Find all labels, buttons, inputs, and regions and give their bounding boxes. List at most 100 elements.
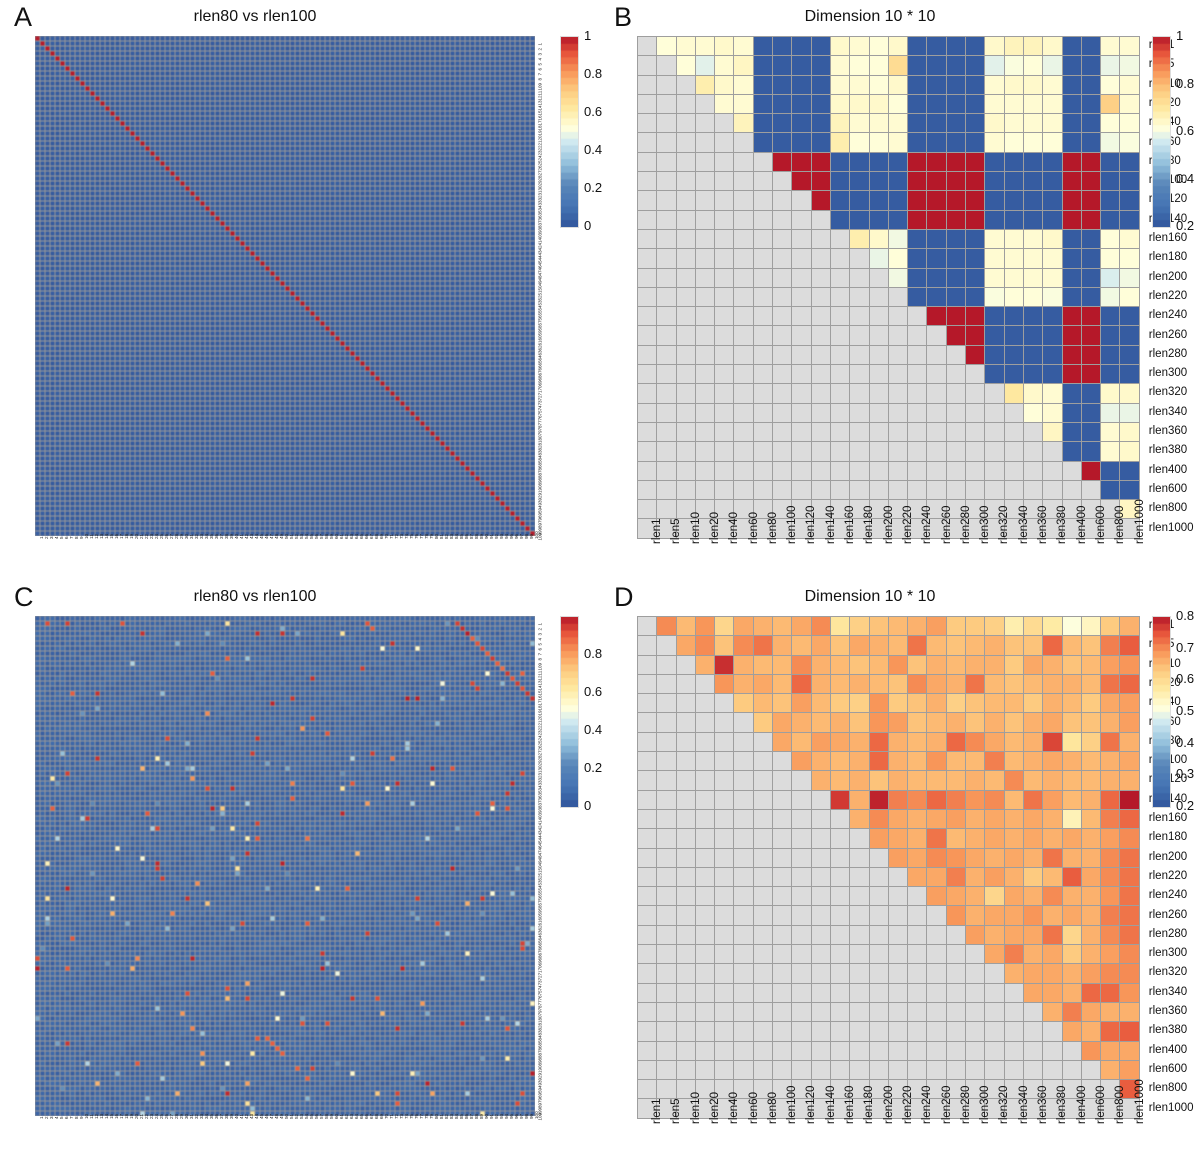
heatmap-cell[interactable] xyxy=(1062,384,1081,403)
heatmap-cell[interactable] xyxy=(695,268,715,287)
heatmap-cell[interactable] xyxy=(753,94,773,114)
heatmap-cell[interactable] xyxy=(946,867,966,887)
heatmap-cell[interactable] xyxy=(888,365,908,384)
heatmap-cell[interactable] xyxy=(1043,771,1062,790)
heatmap-cell[interactable] xyxy=(773,191,792,210)
heatmap-cell[interactable] xyxy=(792,114,811,133)
heatmap-cell[interactable] xyxy=(985,617,1004,636)
heatmap-cell[interactable] xyxy=(657,694,676,713)
heatmap-cell[interactable] xyxy=(1043,867,1062,887)
heatmap-cell[interactable] xyxy=(695,1060,715,1080)
heatmap-cell[interactable] xyxy=(966,771,985,790)
heatmap-cell[interactable] xyxy=(715,422,734,442)
heatmap-cell[interactable] xyxy=(792,1002,811,1022)
heatmap-cell[interactable] xyxy=(1101,307,1120,326)
heatmap-cell[interactable] xyxy=(966,617,985,636)
heatmap-cell[interactable] xyxy=(753,1099,773,1118)
heatmap-cell[interactable] xyxy=(638,152,657,172)
heatmap-cell[interactable] xyxy=(1081,925,1101,945)
heatmap-cell[interactable] xyxy=(1081,75,1101,94)
heatmap-cell[interactable] xyxy=(1062,945,1081,964)
heatmap-cell[interactable] xyxy=(753,906,773,925)
heatmap-cell[interactable] xyxy=(1101,752,1120,771)
heatmap-cell[interactable] xyxy=(869,925,888,945)
heatmap-cell[interactable] xyxy=(1081,752,1101,771)
heatmap-cell[interactable] xyxy=(657,345,676,365)
heatmap-cell[interactable] xyxy=(638,287,657,307)
heatmap-cell[interactable] xyxy=(888,1080,908,1099)
heatmap-cell[interactable] xyxy=(753,1041,773,1060)
heatmap-cell[interactable] xyxy=(888,191,908,210)
heatmap-cell[interactable] xyxy=(908,809,927,829)
heatmap-cell[interactable] xyxy=(715,210,734,229)
heatmap-cell[interactable] xyxy=(1023,674,1043,694)
heatmap-cell[interactable] xyxy=(695,37,715,56)
heatmap-cell[interactable] xyxy=(850,771,869,790)
heatmap-cell[interactable] xyxy=(638,307,657,326)
heatmap-cell[interactable] xyxy=(850,906,869,925)
heatmap-cell[interactable] xyxy=(1120,771,1139,790)
heatmap-cell[interactable] xyxy=(946,887,966,906)
heatmap-cell[interactable] xyxy=(695,752,715,771)
heatmap-cell[interactable] xyxy=(966,636,985,655)
heatmap-cell[interactable] xyxy=(792,887,811,906)
heatmap-cell[interactable] xyxy=(1062,229,1081,249)
heatmap-cell[interactable] xyxy=(1120,1080,1139,1099)
heatmap-cell[interactable] xyxy=(811,307,830,326)
heatmap-cell[interactable] xyxy=(657,945,676,964)
heatmap-cell[interactable] xyxy=(1023,732,1043,752)
heatmap-cell[interactable] xyxy=(1101,500,1120,519)
heatmap-cell[interactable] xyxy=(638,114,657,133)
heatmap-cell[interactable] xyxy=(715,75,734,94)
heatmap-cell[interactable] xyxy=(869,1060,888,1080)
heatmap-cell[interactable] xyxy=(830,732,850,752)
heatmap-cell[interactable] xyxy=(1062,752,1081,771)
heatmap-cell[interactable] xyxy=(638,790,657,809)
heatmap-cell[interactable] xyxy=(734,37,753,56)
heatmap-cell[interactable] xyxy=(811,152,830,172)
heatmap-cell[interactable] xyxy=(850,56,869,75)
heatmap-cell[interactable] xyxy=(773,461,792,480)
heatmap-cell[interactable] xyxy=(657,94,676,114)
heatmap-cell[interactable] xyxy=(811,345,830,365)
heatmap-cell[interactable] xyxy=(908,771,927,790)
heatmap-cell[interactable] xyxy=(811,365,830,384)
heatmap-cell[interactable] xyxy=(1062,790,1081,809)
heatmap-cell[interactable] xyxy=(869,1022,888,1041)
heatmap-cell[interactable] xyxy=(715,983,734,1002)
heatmap-cell[interactable] xyxy=(657,1022,676,1041)
heatmap-cell[interactable] xyxy=(850,1022,869,1041)
heatmap-cell[interactable] xyxy=(1101,713,1120,732)
heatmap-cell[interactable] xyxy=(946,210,966,229)
heatmap-cell[interactable] xyxy=(985,384,1004,403)
heatmap-cell[interactable] xyxy=(1062,829,1081,848)
heatmap-cell[interactable] xyxy=(773,172,792,191)
heatmap-cell[interactable] xyxy=(1004,790,1023,809)
heatmap-cell[interactable] xyxy=(1062,461,1081,480)
heatmap-cell[interactable] xyxy=(811,829,830,848)
heatmap-cell[interactable] xyxy=(946,1041,966,1060)
heatmap-cell[interactable] xyxy=(927,326,946,345)
heatmap-cell[interactable] xyxy=(1101,384,1120,403)
heatmap-cell[interactable] xyxy=(1101,1080,1120,1099)
heatmap-cell[interactable] xyxy=(734,964,753,983)
heatmap-cell[interactable] xyxy=(811,133,830,152)
heatmap-cell[interactable] xyxy=(773,249,792,268)
heatmap-cell[interactable] xyxy=(927,848,946,867)
heatmap-cell[interactable] xyxy=(966,172,985,191)
heatmap-cell[interactable] xyxy=(850,1080,869,1099)
heatmap-cell[interactable] xyxy=(811,925,830,945)
heatmap-cell[interactable] xyxy=(985,732,1004,752)
heatmap-cell[interactable] xyxy=(676,229,695,249)
heatmap-cell[interactable] xyxy=(946,655,966,674)
heatmap-cell[interactable] xyxy=(734,249,753,268)
heatmap-cell[interactable] xyxy=(676,442,695,461)
heatmap-cell[interactable] xyxy=(1023,848,1043,867)
heatmap-cell[interactable] xyxy=(753,442,773,461)
heatmap-cell[interactable] xyxy=(773,964,792,983)
heatmap-cell[interactable] xyxy=(1043,345,1062,365)
heatmap-cell[interactable] xyxy=(850,713,869,732)
heatmap-cell[interactable] xyxy=(792,829,811,848)
heatmap-cell[interactable] xyxy=(888,133,908,152)
heatmap-cell[interactable] xyxy=(966,422,985,442)
